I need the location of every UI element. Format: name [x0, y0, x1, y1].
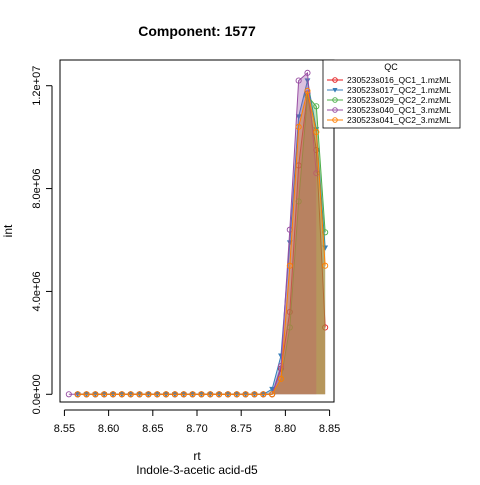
legend-item-4: 230523s040_QC1_3.mzML [327, 105, 451, 115]
series-5-point-10 [154, 391, 161, 398]
series-5-point-6 [118, 391, 125, 398]
series-4-point-25 [277, 362, 285, 370]
legend-marker-5 [332, 117, 338, 123]
series-5-point-24 [277, 375, 285, 382]
legend-item-1: 230523s016_QC1_1.mzML [327, 75, 451, 85]
chart-subtitle: Indole-3-acetic acid-d5 [136, 463, 258, 477]
series-5-point-14 [189, 391, 196, 398]
series-5-point-2 [83, 391, 90, 398]
legend-item-2: 230523s017_QC2_1.mzML [327, 85, 451, 95]
series-5-point-18 [224, 391, 231, 398]
series-area-1 [77, 93, 326, 395]
series-4-point-28 [304, 69, 311, 76]
series-5-point-29 [322, 262, 329, 269]
series-5-point-8 [136, 391, 143, 398]
legend: QC 230523s016_QC1_1.mzML230523s017_QC2_1… [322, 59, 461, 129]
series-5-point-28 [313, 128, 320, 136]
x-tick-label-1: 8.55 [54, 423, 75, 435]
x-axis: 8.55 8.60 8.65 8.70 8.75 8.80 8.85 [54, 409, 340, 435]
series-4-point-1 [65, 391, 72, 398]
legend-marker-2 [332, 87, 338, 93]
y-tick-label-4: 1.2e+07 [31, 66, 43, 106]
series-areas [65, 69, 329, 398]
series-5-point-12 [171, 391, 178, 398]
series-5-point-26 [295, 123, 302, 130]
legend-marker-3 [332, 97, 338, 103]
legend-item-3: 230523s029_QC2_2.mzML [327, 95, 451, 105]
legend-items: 230523s016_QC1_1.mzML230523s017_QC2_1.mz… [327, 75, 451, 125]
series-5-point-15 [198, 391, 205, 398]
y-axis: 0.0e+00 4.0e+06 8.0e+06 1.2e+07 [31, 66, 53, 414]
series-1-point-25 [286, 308, 293, 316]
series-5-point-5 [109, 391, 117, 398]
y-tick-label-3: 8.0e+06 [31, 169, 43, 209]
legend-item-5: 230523s041_QC2_3.mzML [327, 115, 451, 125]
legend-label-4: 230523s040_QC1_3.mzML [347, 105, 451, 115]
y-tick-label-2: 4.0e+06 [31, 271, 43, 311]
x-tick-label-6: 8.80 [275, 423, 296, 435]
series-line-4 [68, 71, 317, 395]
chart-title: Component: 1577 [138, 23, 256, 39]
series-2-point-26 [295, 114, 302, 120]
series-5-point-1 [74, 391, 81, 398]
series-area-2 [77, 80, 326, 395]
series-5-point-9 [145, 391, 152, 398]
legend-marker-1 [332, 77, 338, 83]
series-3-point-25 [286, 324, 293, 331]
series-5-point-7 [127, 391, 134, 398]
plot-frame [59, 59, 335, 403]
series-3-point-26 [295, 198, 302, 205]
x-axis-label: rt [193, 449, 201, 463]
y-tick-label-1: 0.0e+00 [31, 374, 43, 414]
x-tick-label-2: 8.60 [98, 423, 119, 435]
series-3-point-28 [313, 103, 320, 110]
legend-label-2: 230523s017_QC2_1.mzML [347, 85, 451, 95]
series-5-point-23 [269, 391, 276, 398]
series-area-5 [77, 90, 326, 395]
x-tick-label-7: 8.85 [319, 423, 340, 435]
legend-title: QC [384, 62, 398, 72]
series-5-point-16 [207, 391, 214, 398]
plot-layer [65, 69, 329, 398]
series-5-point-25 [286, 262, 293, 269]
legend-label-5: 230523s041_QC2_3.mzML [347, 115, 451, 125]
series-5-point-3 [92, 391, 99, 398]
x-tick-label-3: 8.65 [142, 423, 163, 435]
x-tick-label-4: 8.70 [186, 423, 207, 435]
series-area-3 [77, 96, 326, 395]
series-area-4 [68, 72, 317, 395]
x-tick-label-5: 8.75 [230, 423, 251, 435]
series-5-point-17 [216, 391, 223, 398]
legend-label-1: 230523s016_QC1_1.mzML [347, 75, 451, 85]
legend-box [322, 59, 461, 129]
series-4 [65, 69, 320, 398]
series-5-point-11 [163, 391, 170, 398]
series-5-point-4 [101, 391, 108, 398]
series-5-point-13 [180, 391, 187, 398]
series-5 [74, 87, 329, 398]
series-5-point-22 [260, 391, 267, 398]
legend-marker-4 [332, 107, 338, 113]
series-5-point-21 [251, 391, 258, 398]
legend-label-3: 230523s029_QC2_2.mzML [347, 95, 451, 105]
series-5-point-19 [233, 391, 240, 398]
y-axis-label: int [1, 224, 15, 237]
series-4-point-27 [295, 77, 302, 84]
series-5-point-20 [242, 391, 249, 398]
series-1-point-29 [322, 324, 329, 331]
series-5-point-27 [304, 87, 311, 94]
